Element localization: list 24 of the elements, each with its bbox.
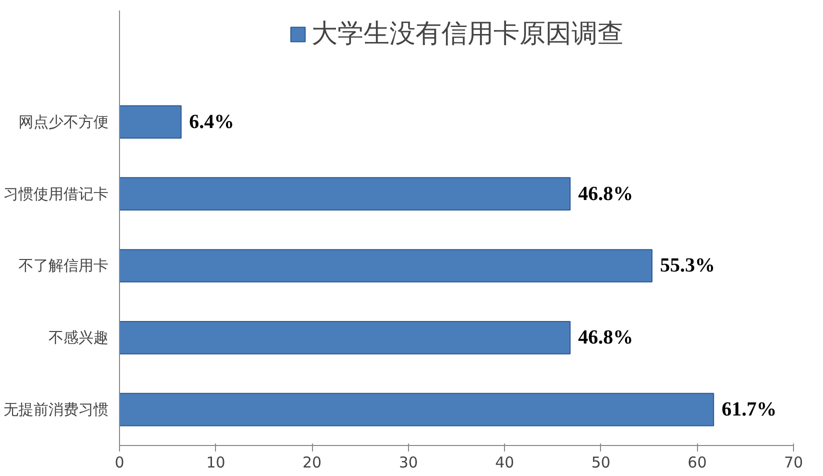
x-tick-label: 10 [206,454,226,472]
bar [120,177,571,211]
y-tick-label: 不了解信用卡 [18,256,108,275]
x-tick-label: 0 [114,454,124,472]
x-tick-label: 60 [688,454,707,472]
data-label: 46.8% [578,182,634,205]
bar [120,320,571,354]
legend-label: 大学生没有信用卡原因调查 [312,18,624,51]
x-tick-label: 40 [495,454,514,472]
data-label: 61.7% [722,398,777,421]
y-tick-label: 网点少不方便 [18,112,108,131]
y-tick-label: 无提前消费习惯 [4,400,108,419]
data-label: 6.4% [189,110,234,133]
y-tick-label: 习惯使用借记卡 [4,184,108,203]
x-tick-label: 70 [784,454,804,472]
bar [120,249,652,282]
x-tick-label: 20 [302,454,322,472]
data-label: 46.8% [578,326,634,349]
x-tick-label: 50 [591,454,610,472]
bar [120,392,714,426]
x-tick-label: 30 [398,454,418,472]
data-label: 55.3% [660,254,715,277]
bar [120,105,182,139]
y-tick-label: 不感兴趣 [48,328,108,347]
